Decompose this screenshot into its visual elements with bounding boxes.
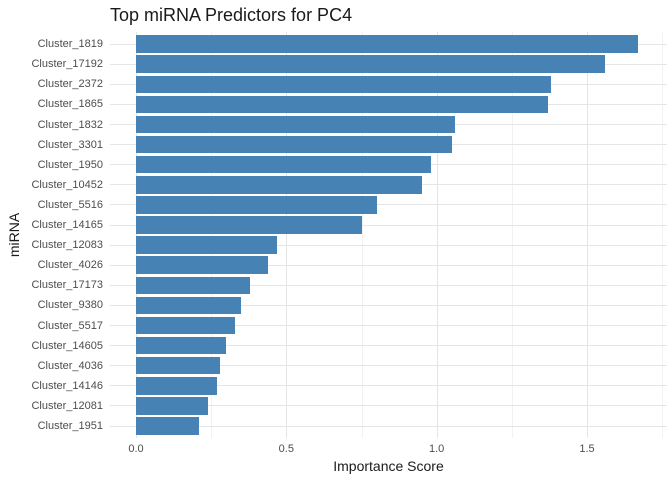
bar-cluster_14165 [136, 216, 362, 234]
bar-cluster_5517 [136, 316, 236, 335]
bar-cluster_9380 [136, 296, 242, 315]
gridline-major-y [110, 425, 667, 427]
y-tick-label: Cluster_14605 [31, 339, 103, 352]
bar-cluster_14605 [136, 336, 227, 355]
bar-cluster_1950 [136, 155, 431, 174]
x-tick-label: 0.5 [278, 443, 294, 455]
y-tick-label: Cluster_9380 [37, 299, 103, 312]
bar-cluster_1951 [136, 417, 200, 435]
y-tick-label: Cluster_10452 [31, 178, 103, 191]
gridline-major-y [110, 224, 667, 226]
x-tick-label: 0.0 [128, 443, 144, 455]
bar-cluster_1832 [136, 115, 455, 134]
y-tick-label: Cluster_4026 [37, 259, 103, 272]
gridline-minor-x [662, 32, 664, 438]
gridline-major-y [110, 304, 667, 306]
bar-cluster_17173 [136, 276, 251, 295]
y-tick-label: Cluster_17192 [31, 58, 103, 71]
bar-cluster_4026 [136, 256, 269, 274]
gridline-major-y [110, 365, 667, 367]
bar-cluster_2372 [136, 75, 551, 94]
gridline-minor-x [511, 32, 513, 438]
x-tick-label: 1.5 [579, 443, 595, 455]
bar-cluster_1865 [136, 95, 548, 114]
gridline-minor-x [361, 32, 363, 438]
bar-cluster_12083 [136, 236, 278, 254]
gridline-major-y [110, 405, 667, 407]
plot-panel [110, 32, 667, 438]
bar-cluster_12081 [136, 397, 209, 415]
gridline-major-y [110, 244, 667, 246]
bar-cluster_14146 [136, 377, 218, 395]
y-tick-label: Cluster_3301 [37, 138, 103, 151]
gridline-major-x [587, 32, 588, 438]
gridline-major-y [110, 204, 667, 206]
gridline-major-y [110, 264, 667, 266]
y-tick-label: Cluster_12083 [31, 239, 103, 252]
y-tick-label: Cluster_12081 [31, 399, 103, 412]
bar-cluster_4036 [136, 356, 221, 375]
gridline-major-x [436, 32, 438, 438]
y-tick-label: Cluster_5516 [37, 198, 103, 211]
gridline-major-y [110, 385, 667, 387]
y-tick-label: Cluster_1950 [37, 158, 103, 171]
gridline-major-y [110, 284, 667, 286]
bar-cluster_17192 [136, 55, 606, 73]
x-axis-title: Importance Score [333, 458, 444, 474]
bar-cluster_1819 [136, 35, 639, 53]
gridline-major-x [286, 32, 288, 438]
y-tick-label: Cluster_1951 [37, 420, 103, 432]
y-tick-label: Cluster_14165 [31, 219, 103, 231]
y-tick-label: Cluster_1865 [37, 98, 103, 111]
y-tick-label: Cluster_5517 [37, 319, 103, 332]
gridline-major-x [136, 32, 137, 438]
y-tick-label: Cluster_4036 [37, 359, 103, 372]
y-tick-label: Cluster_2372 [37, 78, 103, 91]
bar-cluster_3301 [136, 135, 452, 154]
bar-cluster_10452 [136, 176, 422, 194]
gridline-minor-x [211, 32, 213, 438]
chart-title: Top miRNA Predictors for PC4 [110, 5, 353, 25]
gridline-major-y [110, 325, 667, 326]
gridline-major-y [110, 345, 667, 347]
y-tick-label: Cluster_17173 [31, 279, 103, 292]
y-tick-label: Cluster_1819 [37, 38, 103, 51]
x-tick-label: 1.0 [429, 443, 445, 455]
bar-cluster_5516 [136, 196, 377, 214]
y-tick-label: Cluster_14146 [31, 379, 103, 392]
y-tick-label: Cluster_1832 [37, 118, 103, 131]
